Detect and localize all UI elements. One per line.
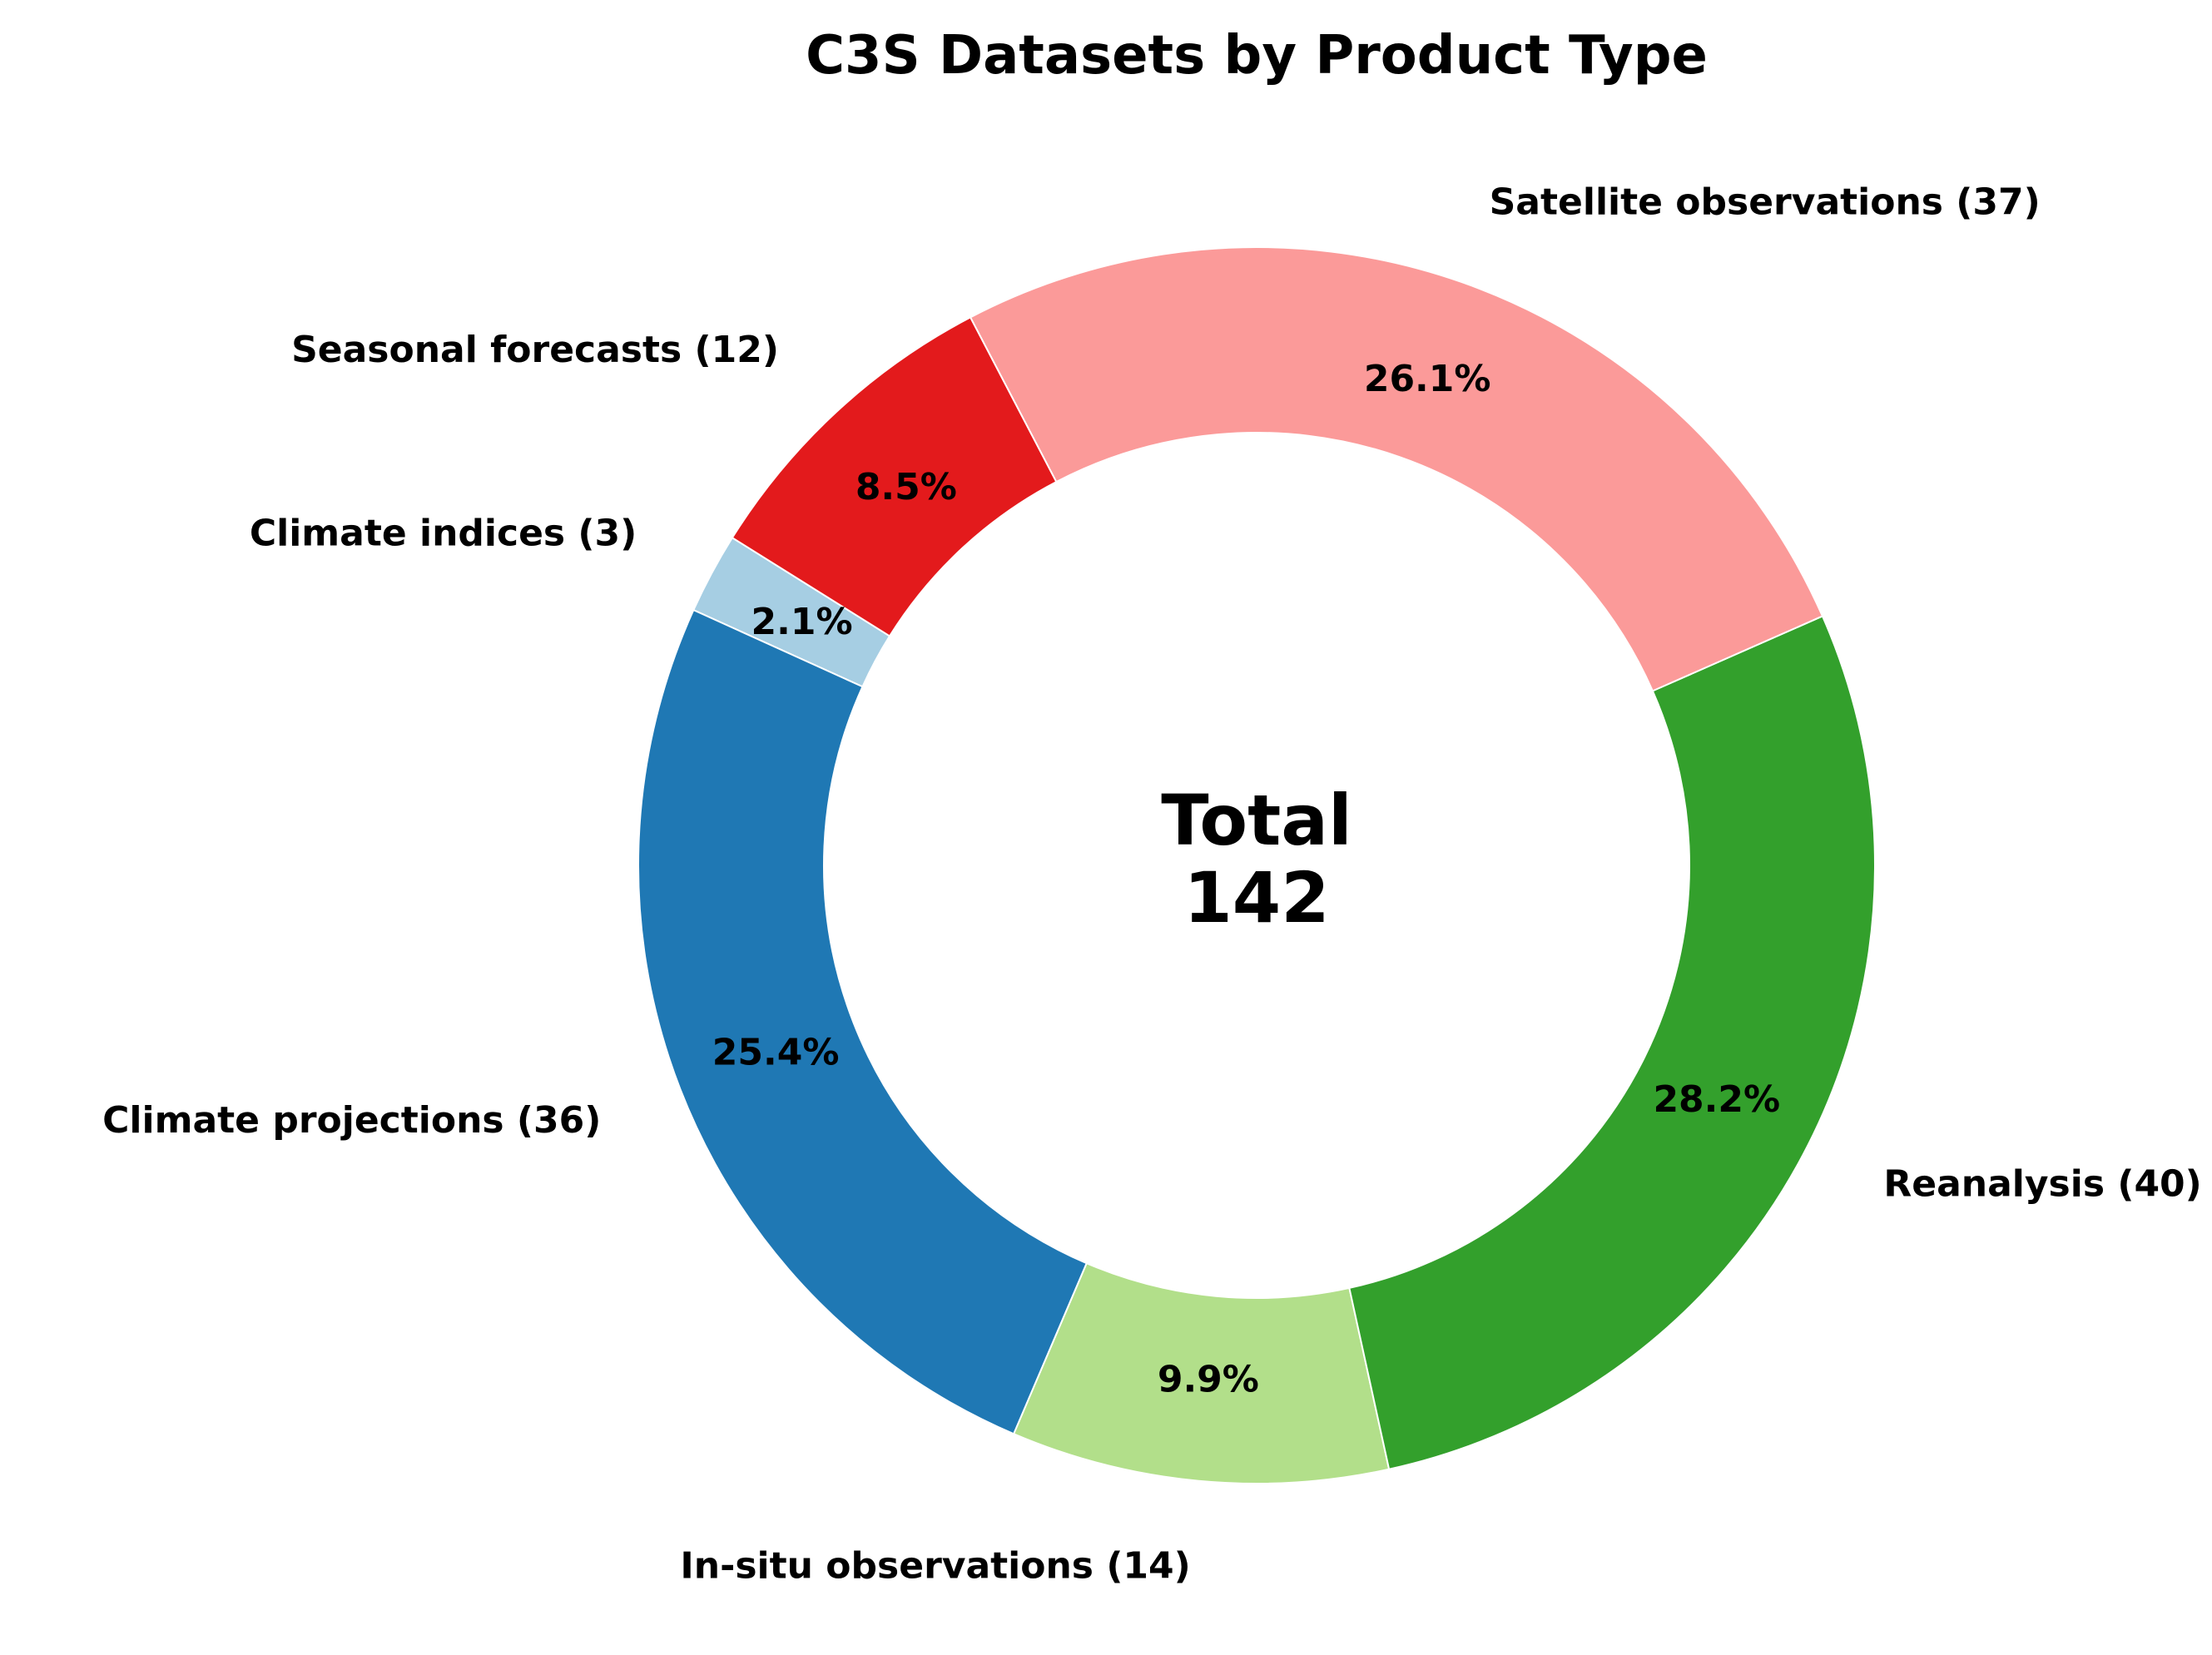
- slice-satellite-observations[interactable]: [969, 246, 1824, 692]
- category-label-seasonal-forecasts: Seasonal forecasts (12): [291, 329, 779, 371]
- center-total-value: 142: [1183, 857, 1329, 939]
- pct-label-seasonal-forecasts: 8.5%: [856, 466, 957, 508]
- category-label-climate-indices: Climate indices (3): [250, 513, 637, 555]
- pct-label-climate-projections: 25.4%: [712, 1032, 840, 1074]
- category-label-satellite-observations: Satellite observations (37): [1490, 181, 2041, 224]
- pct-label-climate-indices: 2.1%: [751, 601, 853, 643]
- slice-reanalysis[interactable]: [1348, 615, 1876, 1470]
- chart-title: C3S Datasets by Product Type: [806, 25, 1708, 87]
- category-label-climate-projections: Climate projections (36): [102, 1099, 601, 1142]
- slice-seasonal-forecasts[interactable]: [731, 316, 1058, 637]
- pct-label-in-situ-observations: 9.9%: [1158, 1358, 1259, 1400]
- center-total-label: Total: [1161, 780, 1352, 861]
- slices-group: [637, 246, 1876, 1484]
- category-label-in-situ-observations: In-situ observations (14): [680, 1544, 1190, 1587]
- slice-climate-projections[interactable]: [637, 608, 1089, 1435]
- category-label-reanalysis: Reanalysis (40): [1883, 1163, 2201, 1206]
- pct-labels-group: 2.1% 25.4% 9.9% 28.2% 26.1% 8.5%: [712, 358, 1780, 1400]
- outer-labels-group: Climate indices (3) Climate projections (…: [102, 181, 2202, 1588]
- pct-label-satellite-observations: 26.1%: [1364, 358, 1491, 400]
- pct-label-reanalysis: 28.2%: [1653, 1078, 1780, 1121]
